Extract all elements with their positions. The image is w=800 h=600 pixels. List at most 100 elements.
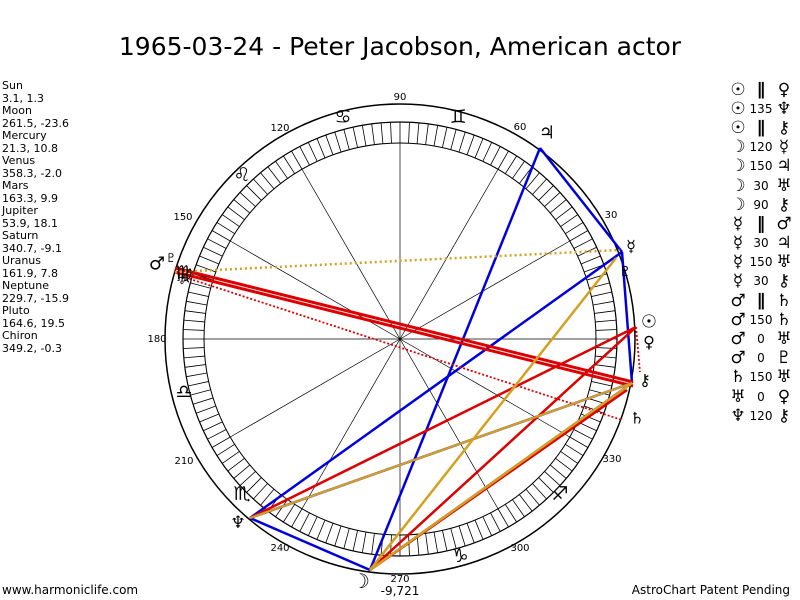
aspect-row: ☿ 30 ♃: [728, 233, 800, 253]
aspect-type: 30: [753, 274, 769, 289]
tick-mark: [307, 142, 318, 162]
tick-mark: [408, 534, 410, 556]
tick-mark: [371, 123, 375, 145]
aspect-planet-2: ♄: [776, 309, 792, 330]
tick-mark: [504, 155, 517, 174]
tick-mark: [299, 146, 310, 166]
aspect-planet-1: ☽: [730, 156, 746, 177]
planet-coords: 349.2, -0.3: [2, 341, 62, 355]
aspect-line: [249, 325, 637, 520]
aspect-planet-2: ♀: [777, 386, 791, 407]
aspect-type: ∥: [756, 117, 766, 138]
tick-mark: [569, 436, 589, 448]
website-link[interactable]: www.harmoniclife.com: [2, 583, 139, 597]
tick-mark: [183, 347, 205, 349]
outer-circle: [164, 103, 636, 575]
tick-mark: [497, 508, 509, 528]
tick-mark: [466, 523, 475, 544]
degree-label: 150: [173, 212, 192, 223]
planet-coords: 163.3, 9.9: [2, 191, 58, 205]
tick-mark: [380, 122, 384, 144]
sign-scorpio-icon: ♏: [233, 483, 250, 505]
tick-mark: [184, 310, 206, 314]
tick-mark: [216, 222, 235, 235]
sign-virgo-icon: ♍: [175, 262, 192, 284]
tick-mark: [595, 319, 617, 323]
tick-mark: [425, 533, 429, 555]
planet-coords: 3.1, 1.3: [2, 91, 44, 105]
tick-mark: [433, 125, 439, 147]
aspect-lines: [174, 147, 641, 572]
tick-mark: [442, 127, 448, 148]
tick-mark: [595, 329, 617, 331]
tick-mark: [390, 122, 392, 144]
spoke-line: [230, 240, 401, 340]
tick-mark: [442, 530, 448, 551]
tick-mark: [207, 238, 227, 249]
aspect-planet-2: ☿: [778, 137, 790, 158]
aspect-planet-1: ☽: [730, 194, 746, 215]
tick-mark: [474, 519, 484, 540]
tick-mark: [227, 457, 245, 472]
aspect-type: 30: [753, 236, 769, 251]
aspect-type: 120: [749, 408, 773, 423]
jupiter-icon: ♃: [539, 123, 555, 144]
patent-notice: AstroChart Patent Pending: [631, 583, 790, 597]
aspect-planet-1: ☉: [730, 98, 746, 119]
tick-mark: [594, 364, 616, 368]
tick-mark: [203, 421, 223, 432]
aspect-line: [539, 147, 623, 253]
aspect-planet-2: ⚷: [777, 271, 791, 292]
sun-icon: ☉: [641, 312, 657, 333]
tick-mark: [569, 230, 589, 242]
tick-mark: [560, 214, 578, 227]
chart-title: 1965-03-24 - Peter Jacobson, American ac…: [118, 32, 682, 61]
planet-name: Saturn: [2, 229, 39, 242]
aspect-planet-2: ♃: [776, 156, 792, 177]
aspect-row: ☽ 150 ♃: [728, 156, 800, 177]
tick-mark: [183, 329, 205, 331]
degree-label: 30: [605, 210, 618, 221]
tick-mark: [591, 381, 612, 387]
tick-mark: [497, 150, 509, 170]
tick-mark: [190, 282, 211, 289]
tick-mark: [233, 199, 251, 214]
planet-coords: 164.6, 19.5: [2, 316, 65, 330]
aspect-row: ♂ 0 ♇: [728, 348, 800, 368]
degree-label: 240: [270, 543, 289, 554]
planet-coords: 340.7, -9.1: [2, 241, 62, 255]
tick-mark: [371, 533, 375, 555]
aspect-row: ♄ 150 ♅: [728, 367, 800, 387]
tick-mark: [283, 155, 296, 174]
aspect-type: 150: [749, 312, 773, 327]
tick-mark: [188, 381, 209, 387]
aspect-line: [174, 270, 634, 388]
tick-mark: [195, 264, 216, 273]
degree-label: 300: [510, 543, 529, 554]
aspect-planet-2: ♅: [776, 252, 792, 273]
planet-name: Moon: [2, 104, 32, 117]
tick-mark: [334, 525, 342, 547]
tick-mark: [408, 122, 410, 144]
tick-mark: [199, 255, 220, 265]
tick-mark: [203, 246, 223, 257]
tick-mark: [580, 255, 601, 265]
aspect-planet-1: ☉: [730, 79, 746, 100]
aspect-type: 30: [753, 178, 769, 193]
planet-coords: 229.7, -15.9: [2, 291, 69, 305]
tick-mark: [573, 238, 593, 249]
tick-mark: [555, 457, 573, 472]
spoke-line: [399, 240, 570, 340]
planet-name: Jupiter: [2, 204, 38, 217]
aspect-list: ☉ ∥ ♀ ☉ 135 ♆ ☉ ∥ ⚷ ☽ 120 ☿ ☽ 150 ♃ ☽ 30 ♅ ☽ 90 ⚷ ☿ ‖ ♂ ☿ 30 ♃ ☿ 150…: [728, 79, 800, 426]
aspect-line: [369, 381, 633, 572]
tick-mark: [291, 150, 303, 170]
tick-mark: [260, 488, 275, 506]
aspect-planet-1: ♂: [730, 290, 746, 311]
aspect-planet-1: ☽: [730, 137, 746, 158]
spoke-line: [230, 338, 401, 438]
aspect-line: [368, 147, 542, 571]
planet-name: Venus: [2, 154, 36, 167]
aspect-planet-2: ⚷: [777, 194, 791, 215]
aspect-type: 0: [757, 351, 765, 366]
